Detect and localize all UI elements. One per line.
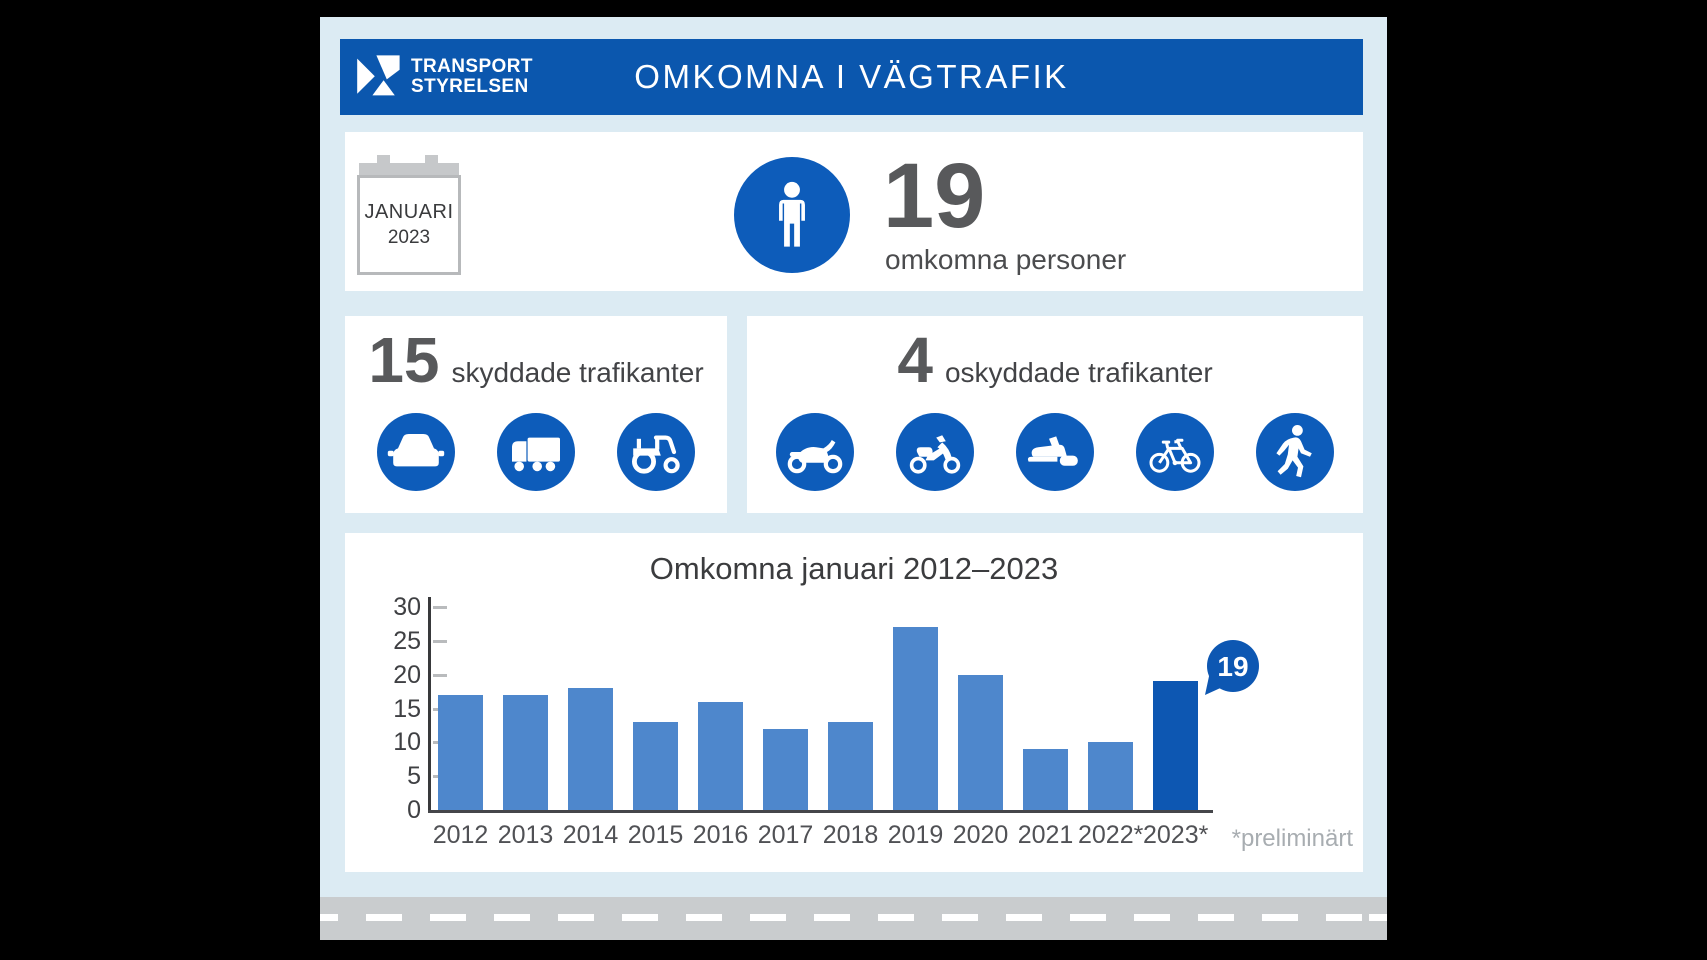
- x-tick-label-2014: 2014: [562, 821, 619, 849]
- calendar-band: [359, 163, 459, 175]
- x-tick-label-2020: 2020: [952, 821, 1009, 849]
- x-axis-line: [428, 810, 1213, 813]
- x-tick-label-2013: 2013: [497, 821, 554, 849]
- bar-2021: [1023, 749, 1068, 810]
- y-tick-30: [433, 606, 447, 609]
- protected-label: skyddade trafikanter: [451, 357, 704, 388]
- bar-2022: [1088, 742, 1133, 810]
- y-tick-label-25: 25: [393, 626, 421, 655]
- y-axis-line: [428, 597, 431, 812]
- y-tick-label-5: 5: [407, 762, 421, 791]
- bar-2017: [763, 728, 808, 810]
- protected-road-users-section: 15 skyddade trafikanter: [345, 316, 727, 513]
- y-tick-25: [433, 639, 447, 643]
- truck-icon: [497, 413, 575, 491]
- person-icon: [734, 157, 850, 273]
- x-tick-label-2021: 2021: [1017, 821, 1074, 849]
- moped-icon: [896, 413, 974, 491]
- calendar-year: 2023: [387, 227, 431, 248]
- transportstyrelsen-logo-icon: [354, 53, 402, 101]
- snowmobile-icon: [1016, 413, 1094, 491]
- bicycle-icon: [1136, 413, 1214, 491]
- bar-2019: [893, 627, 938, 810]
- x-tick-label-2017: 2017: [757, 821, 814, 849]
- y-tick-label-0: 0: [407, 796, 421, 824]
- bar-2015: [633, 722, 678, 810]
- logo-line2: STYRELSEN: [411, 76, 529, 97]
- protected-count: 15: [368, 324, 440, 396]
- tractor-icon: [617, 413, 695, 491]
- callout-value: 19: [1217, 651, 1248, 682]
- road-lane-markings: [320, 914, 1387, 921]
- bar-2023: [1153, 681, 1198, 810]
- page-title: OMKOMNA I VÄGTRAFIK: [634, 58, 1069, 95]
- chart-title: Omkomna januari 2012–2023: [649, 551, 1059, 586]
- callout-bubble: 19: [1195, 633, 1271, 714]
- calendar-body: JANUARI 2023: [357, 175, 461, 275]
- y-tick-label-15: 15: [393, 694, 421, 723]
- x-tick-label-2023: 2023*: [1143, 821, 1209, 849]
- unprotected-road-users-section: 4 oskyddade trafikanter: [747, 316, 1363, 513]
- calendar-icon: JANUARI 2023: [357, 155, 461, 275]
- header-bar: TRANSPORT STYRELSEN OMKOMNA I VÄGTRAFIK: [340, 39, 1363, 115]
- y-tick-label-30: 30: [393, 593, 421, 621]
- y-tick-label-10: 10: [393, 728, 421, 757]
- x-tick-label-2012: 2012: [432, 821, 489, 849]
- unprotected-count: 4: [897, 324, 933, 396]
- unprotected-icons: [747, 413, 1363, 491]
- bar-2020: [958, 674, 1003, 810]
- car-icon: [377, 413, 455, 491]
- x-tick-label-2018: 2018: [822, 821, 879, 849]
- bar-2013: [503, 694, 548, 810]
- protected-icons: [345, 413, 727, 491]
- x-tick-label-2016: 2016: [692, 821, 749, 849]
- bar-2014: [568, 688, 613, 810]
- bar-2016: [698, 701, 743, 810]
- x-tick-label-2022: 2022*: [1078, 821, 1144, 849]
- y-tick-20: [433, 673, 447, 677]
- fatalities-count: 19: [883, 145, 986, 247]
- bar-2018: [828, 722, 873, 810]
- pedestrian-icon: [1256, 413, 1334, 491]
- protected-stat: 15 skyddade trafikanter: [345, 316, 727, 396]
- x-tick-label-2019: 2019: [887, 821, 944, 849]
- logo-text: TRANSPORT STYRELSEN: [411, 57, 533, 97]
- y-tick-label-20: 20: [393, 660, 421, 689]
- road-graphic: [320, 897, 1387, 940]
- infographic-card: TRANSPORT STYRELSEN OMKOMNA I VÄGTRAFIK …: [320, 17, 1387, 940]
- unprotected-stat: 4 oskyddade trafikanter: [747, 316, 1363, 396]
- fatalities-label: omkomna personer: [885, 244, 1127, 275]
- logo-line1: TRANSPORT: [411, 56, 533, 77]
- transportstyrelsen-logo: TRANSPORT STYRELSEN: [354, 39, 533, 115]
- summary-section: JANUARI 2023 19 omkomna personer: [345, 132, 1363, 291]
- chart-footnote: *preliminärt: [1231, 825, 1353, 852]
- chart-section: Omkomna januari 2012–2023 0 5 10 15 20 25 30 20…: [345, 533, 1363, 872]
- x-tick-label-2015: 2015: [627, 821, 684, 849]
- calendar-month: JANUARI: [364, 201, 454, 223]
- motorcycle-icon: [776, 413, 854, 491]
- unprotected-label: oskyddade trafikanter: [944, 357, 1213, 388]
- bar-2012: [438, 694, 483, 810]
